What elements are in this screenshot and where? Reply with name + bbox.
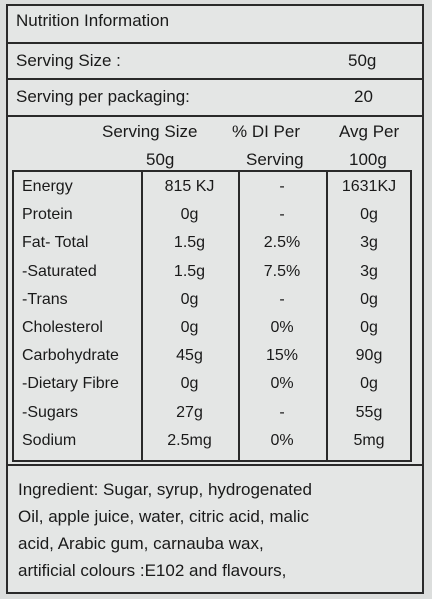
nutrient-serving-cell: 27g [176, 403, 203, 421]
nutrient-di-cell: 2.5% [263, 234, 301, 252]
nutrient-avg-cell: 0g [360, 375, 378, 393]
nutrient-name-cell: Fat- Total [22, 234, 89, 252]
nutrient-name-cell: -Trans [22, 290, 68, 308]
nutrient-serving-cell: 0g [180, 375, 199, 393]
column-divider [238, 172, 240, 460]
nutrient-di-cell: 0% [270, 431, 294, 449]
serving-size-label: Serving Size : [16, 51, 121, 70]
ingredients-line: Oil, apple juice, water, citric acid, ma… [18, 507, 309, 526]
column-divider [326, 172, 328, 460]
serving-per-packaging-label: Serving per packaging: [16, 87, 190, 106]
nutrient-table: Energy 815 KJ - 1631KJ Protein 0g - 0g Fat- Tota… [12, 170, 412, 462]
nutrient-serving-cell: 815 KJ [164, 178, 215, 195]
serving-size-value: 50g [348, 51, 377, 70]
nutrition-panel: Nutrition Information Serving Size : 50g… [6, 4, 424, 594]
nutrient-avg-cell: 0g [360, 319, 378, 336]
nutrient-di-cell: - [279, 290, 285, 308]
ingredients-line: Ingredient: Sugar, syrup, hydrogenated [18, 480, 312, 499]
col-header-avg-sub: 100g [349, 150, 387, 169]
nutrient-avg-cell: 90g [355, 347, 383, 365]
nutrient-avg-cell: 1631KJ [341, 178, 397, 195]
nutrient-serving-cell: 1.5g [173, 262, 206, 280]
divider [8, 78, 422, 80]
panel-title: Nutrition Information [16, 11, 170, 30]
nutrient-serving-cell: 0g [180, 290, 199, 308]
nutrient-name-cell: -Saturated [22, 262, 97, 280]
nutrient-serving-cell: 0g [180, 319, 199, 336]
divider [8, 42, 422, 44]
col-header-avg: Avg Per [339, 122, 400, 141]
nutrient-name-cell: Cholesterol [22, 319, 103, 336]
nutrient-serving-cell: 1.5g [173, 234, 206, 252]
col-header-di-sub: Serving [246, 150, 304, 169]
nutrient-di-cell: 0% [270, 319, 294, 336]
nutrient-name-cell: -Sugars [22, 403, 79, 421]
column-divider [141, 172, 143, 460]
ingredients-line: artificial colours :E102 and flavours, [18, 561, 287, 580]
nutrient-avg-cell: 3g [360, 262, 378, 280]
nutrient-name-cell: Carbohydrate [22, 347, 119, 365]
nutrient-name-cell: Sodium [22, 431, 77, 449]
nutrient-di-cell: - [279, 178, 285, 195]
ingredients: Ingredient: Sugar, syrup, hydrogenated O… [18, 476, 418, 584]
nutrient-avg-cell: 3g [360, 234, 378, 252]
nutrient-avg-cell: 0g [360, 290, 378, 308]
ingredients-line: acid, Arabic gum, carnauba wax, [18, 534, 264, 553]
serving-per-packaging-value: 20 [354, 87, 373, 106]
nutrient-di-cell: - [279, 206, 285, 224]
nutrient-serving-cell: 0g [180, 206, 199, 224]
nutrient-avg-cell: 5mg [353, 431, 385, 449]
col-header-serving-sub: 50g [146, 150, 175, 169]
col-header-di: % DI Per [232, 122, 301, 141]
divider [8, 115, 422, 117]
nutrient-di-cell: 15% [265, 347, 299, 365]
nutrient-name-cell: -Dietary Fibre [22, 375, 119, 393]
nutrient-avg-cell: 0g [360, 206, 378, 224]
nutrient-di-cell: - [279, 403, 285, 421]
nutrient-name-cell: Protein [22, 206, 73, 224]
nutrient-avg-cell: 55g [355, 403, 383, 421]
divider [8, 464, 422, 466]
nutrient-di-cell: 7.5% [263, 262, 301, 280]
nutrient-serving-cell: 45g [176, 347, 203, 365]
nutrient-di-cell: 0% [270, 375, 294, 393]
col-header-serving: Serving Size [102, 122, 198, 141]
nutrient-name-cell: Energy [22, 178, 73, 195]
nutrient-serving-cell: 2.5mg [167, 431, 212, 449]
